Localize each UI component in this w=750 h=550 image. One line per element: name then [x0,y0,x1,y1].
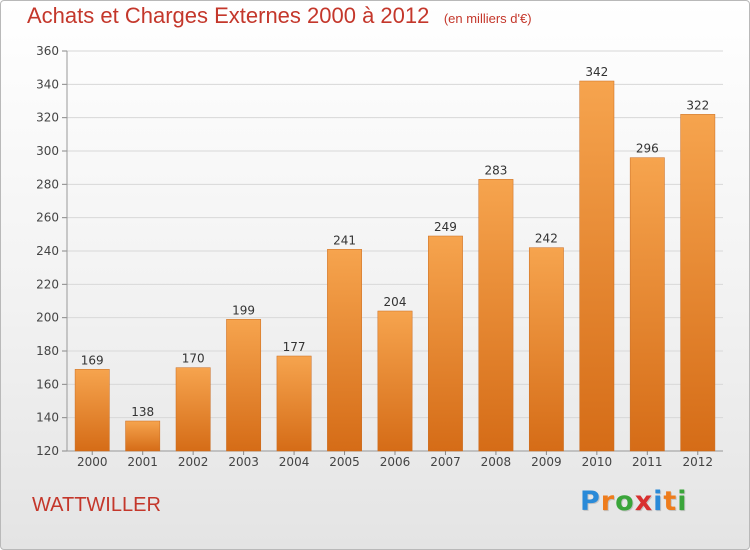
data-label-2000: 169 [81,353,104,367]
data-label-2010: 342 [585,65,608,79]
bar-2004 [276,355,312,452]
x-tick-label-2000: 2000 [77,455,108,469]
y-tick-label: 260 [36,211,59,225]
y-tick-label: 340 [36,77,59,91]
bar-2002 [175,367,211,452]
bar-2012 [680,114,716,452]
logo-letter: x [634,486,654,517]
data-label-2003: 199 [232,303,255,317]
labels: 169 2000 138 2001 170 2002 199 2003 177 2004 241 20… [77,65,713,469]
y-tick-label: 200 [36,311,59,325]
bar-2010 [579,80,615,452]
y-tick-label: 300 [36,144,59,158]
x-tick-label-2012: 2012 [682,455,713,469]
bars [74,80,716,452]
data-label-2009: 242 [535,232,558,246]
logo-letter: i [653,486,664,517]
data-label-2011: 296 [636,142,659,156]
y-tick-label: 180 [36,344,59,358]
logo-letter: t [663,486,678,517]
logo-letter: o [615,486,635,517]
bar-2000 [74,369,110,452]
bar-2005 [327,249,362,452]
data-label-2008: 283 [484,163,507,177]
bar-2007 [428,235,463,452]
data-label-2012: 322 [686,98,709,112]
data-label-2007: 249 [434,220,457,234]
x-tick-label-2009: 2009 [531,455,562,469]
bar-2006 [377,310,413,452]
y-tick-label: 220 [36,277,59,291]
chart-title-block: Achats et Charges Externes 2000 à 2012 (… [27,3,532,29]
x-tick-label-2003: 2003 [228,455,259,469]
chart-subtitle: (en milliers d'€) [443,11,532,26]
data-label-2005: 241 [333,233,356,247]
data-label-2002: 170 [182,352,205,366]
bar-2009 [528,247,564,452]
y-tick-label: 360 [36,44,59,58]
y-tick-label: 140 [36,411,59,425]
y-tick-label: 320 [36,111,59,125]
x-tick-label-2004: 2004 [279,455,310,469]
bar-2001 [125,420,161,452]
x-tick-label-2001: 2001 [127,455,158,469]
bar-2011 [629,157,665,452]
place-name: WATTWILLER [32,494,161,516]
y-tick-label: 120 [36,444,59,458]
logo-letter: r [600,486,616,517]
x-tick-label-2002: 2002 [178,455,209,469]
x-tick-label-2005: 2005 [329,455,360,469]
data-label-2001: 138 [131,405,154,419]
proxiti-logo: Proxiti [580,486,688,517]
x-tick-label-2008: 2008 [481,455,512,469]
logo-letter: i [677,486,688,517]
bar-2008 [478,179,514,452]
x-tick-label-2007: 2007 [430,455,461,469]
data-label-2006: 204 [384,295,407,309]
y-tick-label: 160 [36,377,59,391]
bar-2003 [226,319,262,452]
y-tick-label: 280 [36,177,59,191]
x-tick-label-2011: 2011 [632,455,663,469]
x-tick-label-2006: 2006 [380,455,411,469]
x-tick-label-2010: 2010 [582,455,613,469]
logo-letter: P [580,486,601,517]
chart-title: Achats et Charges Externes 2000 à 2012 [27,3,430,28]
y-tick-label: 240 [36,244,59,258]
data-label-2004: 177 [283,340,306,354]
